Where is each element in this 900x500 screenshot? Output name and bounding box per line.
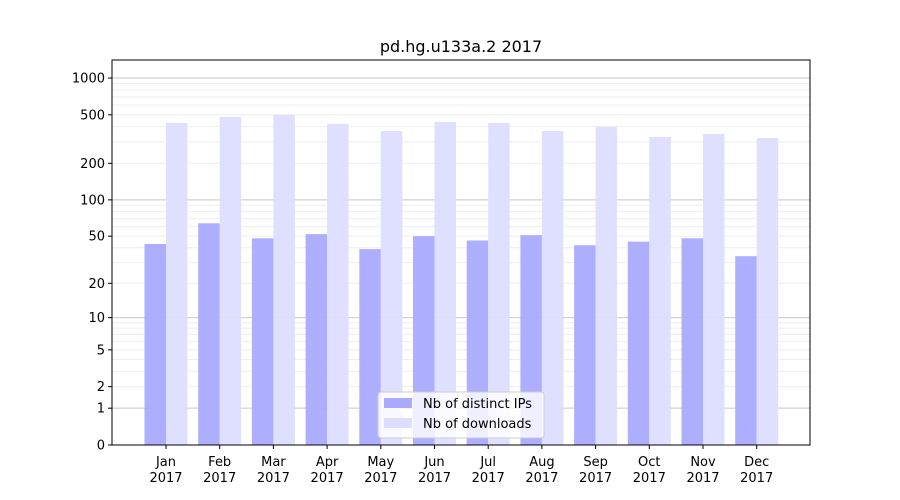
bar-downloads bbox=[166, 122, 188, 445]
x-tick-label: Mar 2017 bbox=[257, 455, 290, 486]
bar-downloads bbox=[756, 137, 779, 446]
bar-ips bbox=[574, 245, 596, 445]
y-tick-label: 10 bbox=[88, 311, 105, 326]
x-tick-label: Jan 2017 bbox=[149, 455, 182, 486]
y-tick-label: 20 bbox=[88, 277, 105, 292]
x-tick-label: Oct 2017 bbox=[633, 455, 666, 486]
bar-downloads bbox=[219, 116, 242, 446]
bar-downloads bbox=[488, 122, 510, 445]
bar-ips bbox=[627, 241, 650, 445]
bar-downloads bbox=[380, 131, 403, 445]
y-tick-label: 500 bbox=[80, 108, 105, 123]
bar-ips bbox=[198, 223, 220, 445]
bar-downloads bbox=[703, 134, 725, 445]
y-tick-label: 1000 bbox=[72, 72, 105, 87]
x-tick-label: Feb 2017 bbox=[203, 455, 236, 486]
x-tick-label: Dec 2017 bbox=[740, 455, 773, 486]
x-tick-label: Jun 2017 bbox=[418, 455, 451, 486]
x-tick-label: Apr 2017 bbox=[311, 455, 344, 486]
y-tick-label: 1 bbox=[97, 402, 105, 417]
bar-downloads bbox=[595, 126, 618, 446]
bar-ips bbox=[251, 238, 274, 445]
x-tick-label: Sep 2017 bbox=[579, 455, 612, 486]
bar-downloads bbox=[273, 114, 295, 446]
bar-ips bbox=[144, 244, 166, 445]
bar-downloads bbox=[649, 136, 671, 445]
bar-ips bbox=[735, 256, 757, 445]
plot-frame bbox=[111, 59, 811, 446]
x-tick-label: Aug 2017 bbox=[525, 455, 558, 486]
bar-ips bbox=[305, 234, 328, 445]
bar-ips bbox=[681, 238, 703, 445]
y-tick-label: 2 bbox=[97, 380, 105, 395]
x-tick-label: Jul 2017 bbox=[472, 455, 505, 486]
bar-downloads bbox=[327, 123, 349, 445]
y-tick-label: 5 bbox=[97, 343, 105, 358]
y-tick-label: 200 bbox=[80, 157, 105, 172]
legend-box bbox=[377, 391, 545, 439]
bar-ips bbox=[359, 249, 381, 445]
x-tick-label: Nov 2017 bbox=[686, 455, 719, 486]
bar-downloads bbox=[434, 121, 456, 445]
legend-label: Nb of downloads bbox=[423, 417, 532, 432]
y-tick-label: 100 bbox=[80, 193, 105, 208]
bar-downloads bbox=[541, 131, 564, 445]
chart-title: pd.hg.u133a.2 2017 bbox=[380, 37, 542, 56]
legend-label: Nb of distinct IPs bbox=[423, 397, 532, 412]
y-tick-label: 50 bbox=[88, 230, 105, 245]
legend-swatch bbox=[384, 418, 412, 428]
x-tick-label: May 2017 bbox=[364, 455, 397, 486]
y-tick-label: 0 bbox=[97, 439, 105, 454]
legend-swatch bbox=[384, 398, 412, 408]
